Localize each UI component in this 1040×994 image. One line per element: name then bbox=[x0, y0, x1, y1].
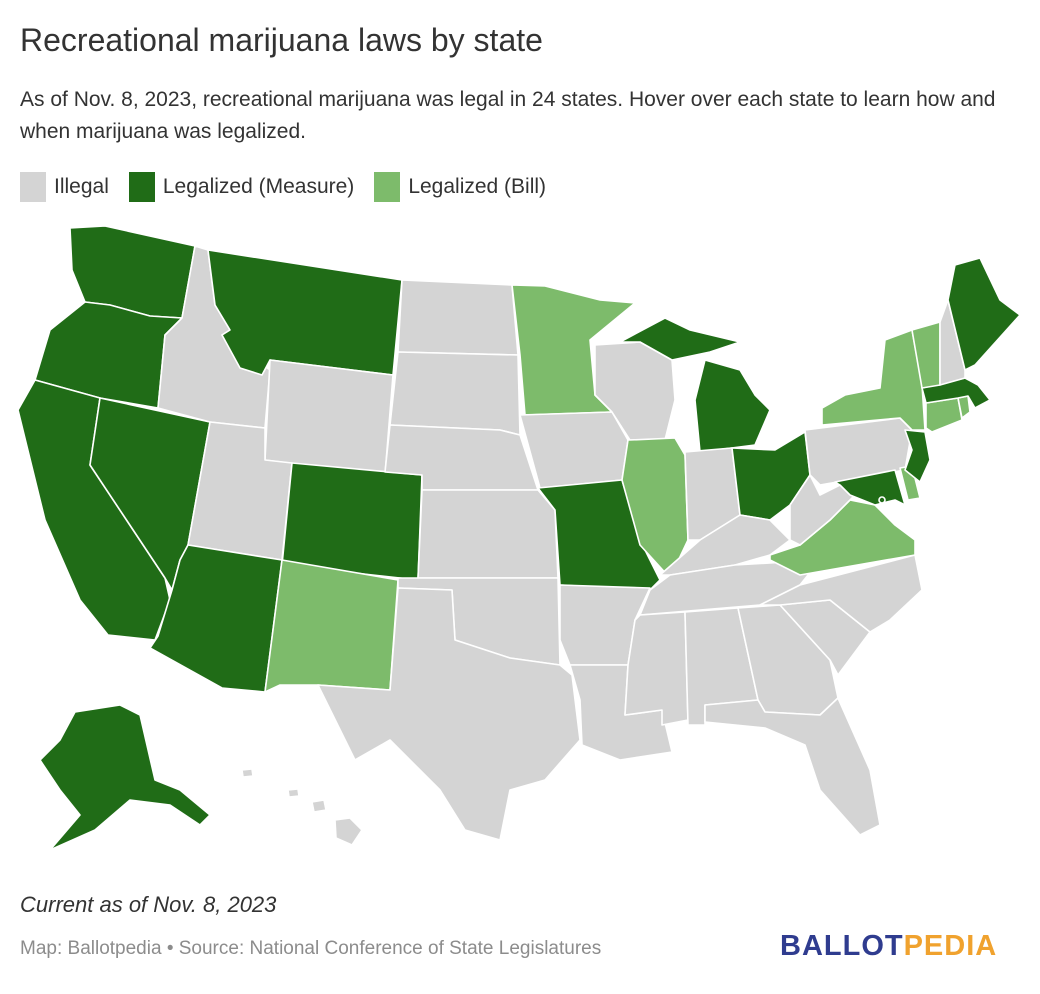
legend-swatch-measure bbox=[128, 172, 155, 202]
state-MI[interactable] bbox=[694, 359, 771, 453]
state-NM[interactable] bbox=[264, 559, 399, 693]
state-WY[interactable] bbox=[264, 359, 394, 476]
us-map-svg bbox=[17, 225, 1021, 851]
state-SD[interactable] bbox=[389, 351, 521, 436]
state-AK[interactable] bbox=[39, 704, 211, 851]
state-MD[interactable] bbox=[834, 469, 906, 506]
ballotpedia-logo[interactable]: BALLOTPEDIA bbox=[780, 930, 997, 963]
state-HI[interactable] bbox=[334, 817, 363, 846]
legend-swatch-illegal bbox=[20, 172, 46, 202]
state-FL[interactable] bbox=[704, 697, 881, 836]
legend-label-bill: Legalized (Bill) bbox=[408, 175, 547, 198]
source-credit: Map: Ballotpedia • Source: National Conf… bbox=[20, 938, 602, 959]
legend-item-measure[interactable]: Legalized (Measure) bbox=[128, 172, 355, 202]
legend: Illegal Legalized (Measure) Legalized (B… bbox=[20, 172, 566, 202]
state-IA[interactable] bbox=[519, 411, 629, 489]
state-MT[interactable] bbox=[207, 249, 403, 376]
logo-text-ballot: BALLOT bbox=[780, 930, 904, 962]
state-NJ[interactable] bbox=[904, 429, 931, 483]
state-NH[interactable] bbox=[939, 299, 966, 386]
legend-swatch-bill bbox=[374, 172, 401, 202]
state-ME[interactable] bbox=[947, 257, 1021, 371]
state-HI-kauai[interactable] bbox=[241, 768, 254, 778]
map-title: Recreational marijuana laws by state bbox=[20, 22, 543, 58]
legend-label-measure: Legalized (Measure) bbox=[162, 175, 355, 198]
state-ND[interactable] bbox=[397, 279, 519, 356]
current-as-of-note: Current as of Nov. 8, 2023 bbox=[20, 892, 277, 917]
state-MS[interactable] bbox=[624, 611, 689, 726]
state-CO[interactable] bbox=[281, 462, 423, 581]
state-HI-oahu[interactable] bbox=[287, 788, 300, 798]
state-NY[interactable] bbox=[821, 329, 926, 431]
state-MI-upper[interactable] bbox=[619, 317, 741, 361]
state-KS[interactable] bbox=[417, 489, 559, 579]
map-description: As of Nov. 8, 2023, recreational marijua… bbox=[20, 88, 996, 143]
legend-item-illegal[interactable]: Illegal bbox=[20, 172, 109, 202]
legend-label-illegal: Illegal bbox=[54, 175, 109, 198]
state-TX[interactable] bbox=[317, 587, 581, 841]
us-map bbox=[0, 215, 1040, 865]
state-MN[interactable] bbox=[511, 284, 636, 416]
state-CT[interactable] bbox=[925, 397, 963, 433]
state-NC[interactable] bbox=[759, 554, 923, 633]
logo-text-pedia: PEDIA bbox=[903, 930, 998, 962]
state-HI-maui[interactable] bbox=[311, 799, 327, 813]
legend-item-bill[interactable]: Legalized (Bill) bbox=[374, 172, 546, 202]
state-DC[interactable] bbox=[878, 496, 886, 504]
